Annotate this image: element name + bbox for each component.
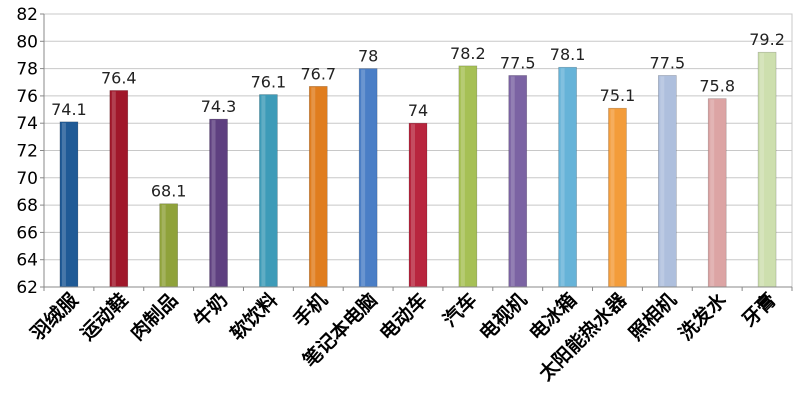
x-tick-label: 汽车 [438,288,481,331]
data-label: 75.1 [600,86,636,105]
data-label: 76.7 [300,64,336,83]
y-tick-label: 68 [16,196,38,216]
y-tick-label: 72 [16,142,38,162]
bar-highlight [161,204,166,286]
x-tick-label: 电视机 [475,288,532,345]
y-tick-label: 82 [16,5,38,25]
x-tick-label: 牛奶 [189,288,232,331]
x-tick-label: 照相机 [625,289,681,345]
bar-highlight [560,68,565,286]
bar-highlight [311,87,316,286]
bar-highlight [111,91,116,286]
y-tick-label: 64 [16,251,38,271]
data-label: 77.5 [500,53,536,72]
y-tick-label: 80 [16,32,38,52]
data-label: 68.1 [151,182,187,201]
x-tick-label: 运动鞋 [76,288,133,345]
bar-highlight [710,99,715,286]
data-label: 79.2 [749,30,785,49]
data-label: 78 [358,47,378,66]
data-label: 75.8 [699,77,735,96]
x-tick-label: 牙膏 [737,288,780,331]
bar-highlight [411,124,415,286]
bar-highlight [61,122,66,287]
y-tick-label: 78 [16,60,38,80]
bar-highlight [211,120,216,286]
y-tick-label: 70 [16,169,38,189]
data-label: 74.3 [201,97,237,116]
data-label: 78.2 [450,44,486,63]
x-tick-label: 软饮料 [225,288,282,345]
data-label: 78.1 [550,45,586,64]
data-label: 76.1 [251,73,287,92]
y-tick-label: 62 [16,278,38,298]
data-label: 74.1 [51,100,87,119]
bar-highlight [510,76,515,286]
bar-highlight [610,109,615,286]
y-tick-label: 76 [16,87,38,107]
value-labels: 74.1 76.4 68.1 74.3 76.1 76.7 78 74 78.2 77.5 78.1… [51,30,785,201]
y-tick-label: 66 [16,223,38,243]
bar-highlight [760,53,765,286]
data-label: 77.5 [650,53,686,72]
y-axis: 62 64 66 68 70 72 74 76 78 80 82 [16,5,45,298]
data-label: 76.4 [101,68,137,87]
x-tick-label: 手机 [289,288,332,331]
x-tick-label: 电动车 [375,288,432,345]
bar-highlight [361,69,366,286]
data-label: 74 [408,101,428,120]
bar-highlight [460,66,465,287]
bar-highlight [660,76,665,286]
y-tick-label: 74 [16,114,38,134]
x-tick-label: 洗发水 [674,288,731,345]
bars [59,51,777,288]
x-tick-label: 肉制品 [126,288,183,345]
bar-highlight [261,95,266,286]
